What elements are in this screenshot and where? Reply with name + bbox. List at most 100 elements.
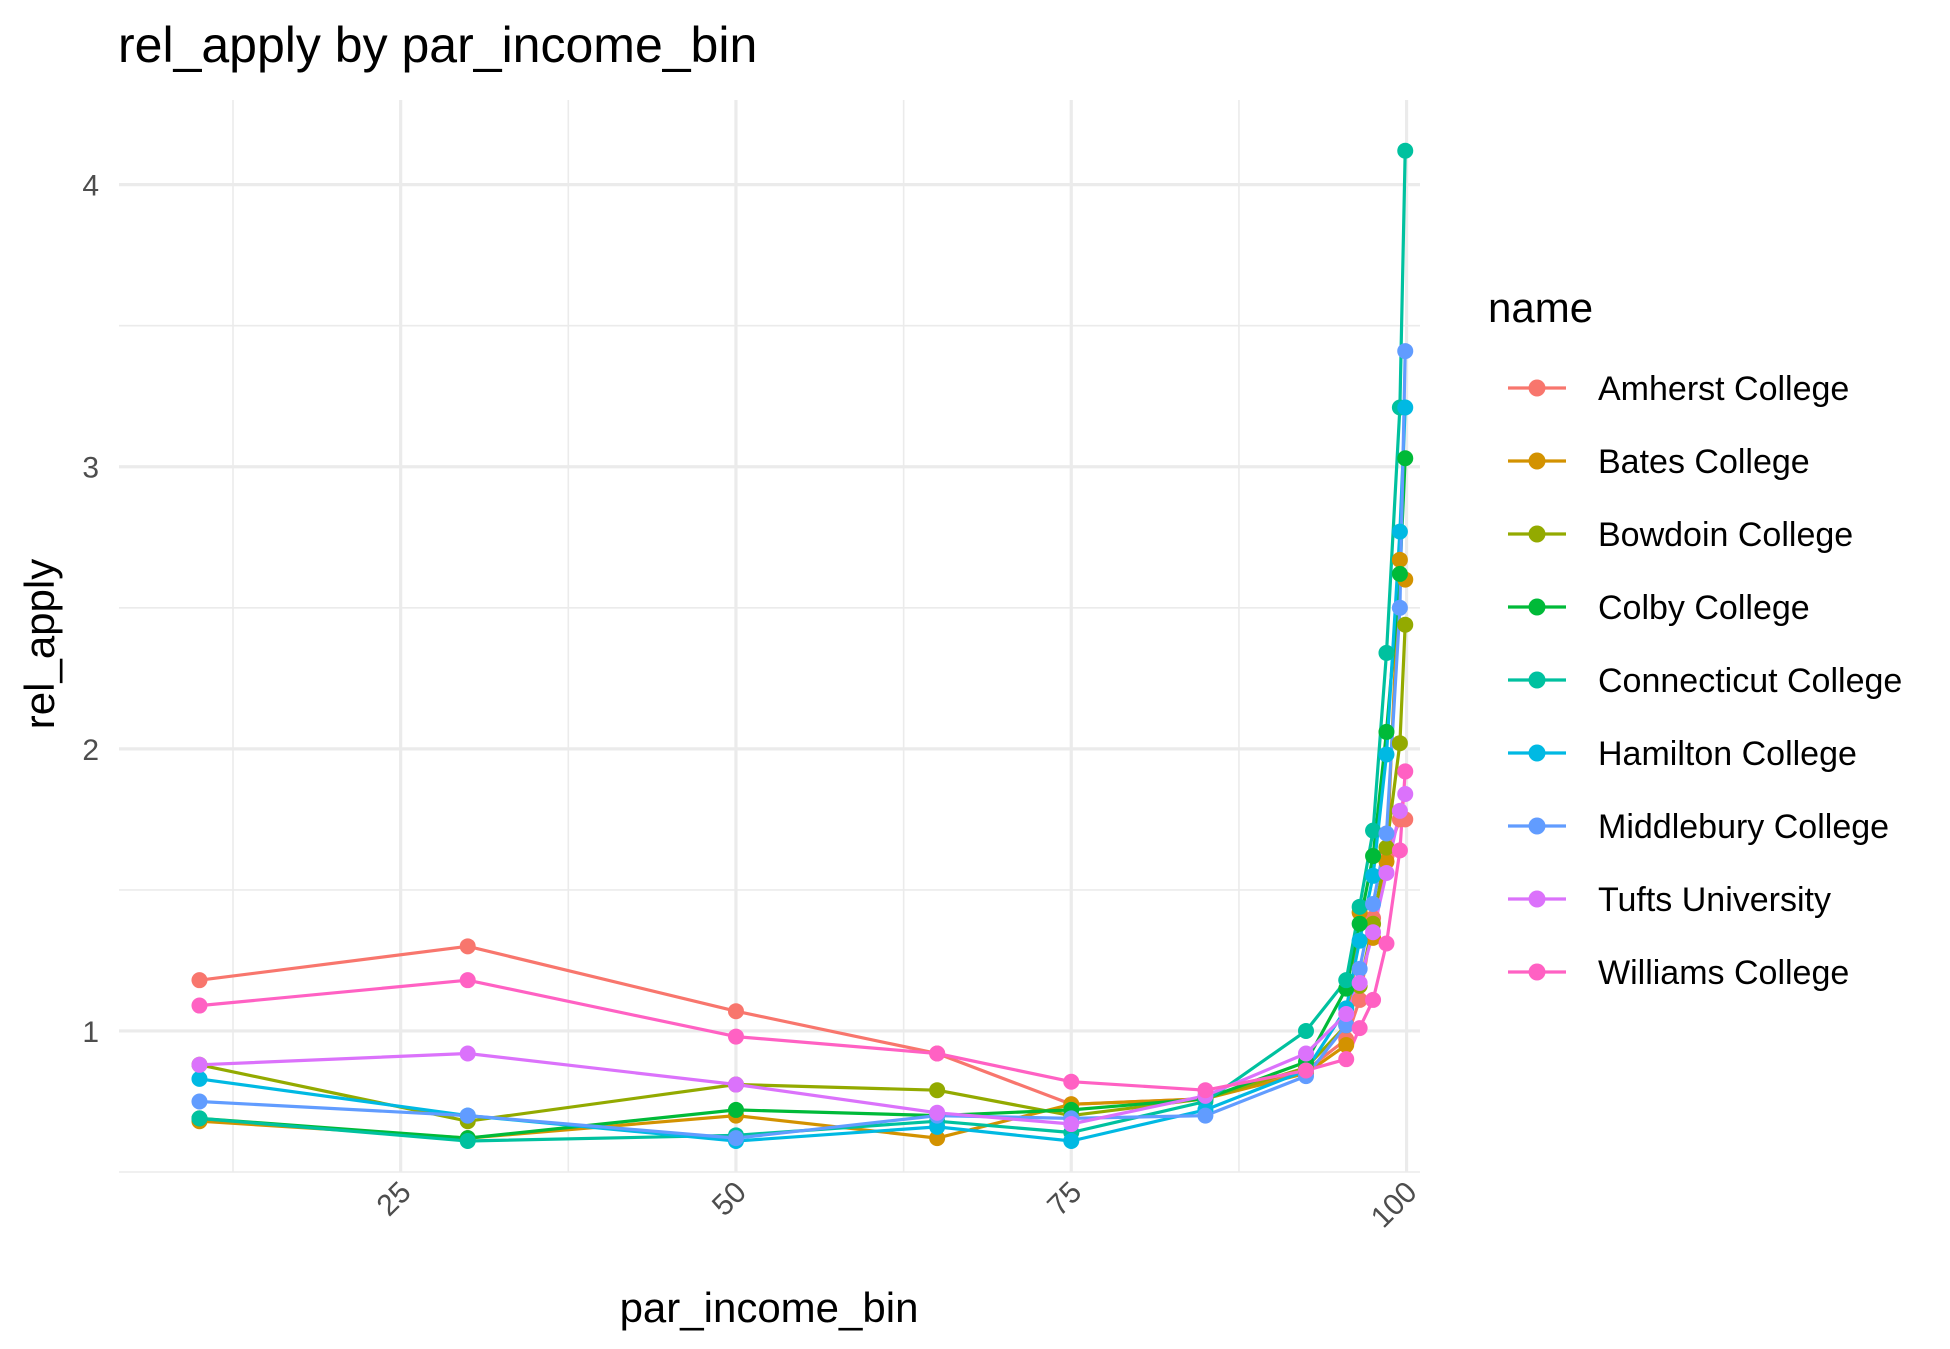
data-point-tufts-university [191, 1056, 208, 1073]
data-point-amherst-college [1351, 991, 1368, 1008]
data-point-williams-college [1297, 1062, 1314, 1079]
data-point-tufts-university [1351, 974, 1368, 991]
series-line-bowdoin-college [199, 624, 1407, 1123]
data-point-hamilton-college [1397, 399, 1414, 416]
data-point-williams-college [1197, 1082, 1214, 1099]
data-point-connecticut-college [191, 1110, 208, 1127]
legend-key-point [1528, 744, 1546, 762]
legend-label: Middlebury College [1598, 808, 1889, 846]
data-point-tufts-university [459, 1045, 476, 1062]
y-tick-label: 3 [82, 452, 99, 485]
legend-item-middlebury-college: Middlebury College [1508, 808, 1889, 846]
y-tick-label: 4 [82, 170, 99, 203]
data-point-middlebury-college [1365, 896, 1382, 912]
data-point-tufts-university [1063, 1116, 1080, 1133]
legend: Amherst College Bates College Bowdoin Coll… [1508, 370, 1902, 992]
x-axis-title: par_income_bin [620, 1284, 919, 1331]
data-point-williams-college [191, 997, 208, 1014]
data-point-bates-college [929, 1130, 946, 1147]
legend-key-point [1528, 598, 1546, 616]
data-point-colby-college [1378, 723, 1395, 740]
legend-item-williams-college: Williams College [1508, 954, 1849, 992]
data-point-bowdoin-college [1378, 839, 1395, 856]
data-point-middlebury-college [1351, 960, 1368, 977]
legend-item-amherst-college: Amherst College [1508, 370, 1849, 408]
data-point-middlebury-college [191, 1093, 208, 1110]
data-point-williams-college [929, 1045, 946, 1062]
x-tick-label: 25 [371, 1176, 418, 1223]
x-tick-label: 50 [706, 1176, 753, 1223]
series-line-connecticut-college [199, 150, 1407, 1143]
data-point-hamilton-college [191, 1070, 208, 1087]
data-point-amherst-college [459, 938, 476, 955]
series-points [191, 142, 1414, 1149]
legend-label: Amherst College [1598, 370, 1849, 408]
data-point-williams-college [1365, 991, 1382, 1008]
y-axis-ticks: 1 2 3 4 [82, 170, 99, 1049]
data-point-tufts-university [1391, 802, 1408, 819]
data-point-williams-college [727, 1028, 744, 1045]
data-point-connecticut-college [1397, 142, 1414, 159]
y-tick-label: 1 [82, 1016, 99, 1049]
data-point-williams-college [1063, 1073, 1080, 1090]
legend-title: name [1488, 284, 1593, 331]
data-point-bowdoin-college [1397, 616, 1414, 633]
data-point-tufts-university [1365, 924, 1382, 941]
data-point-tufts-university [1297, 1045, 1314, 1062]
data-point-hamilton-college [929, 1118, 946, 1135]
data-point-bowdoin-college [1391, 735, 1408, 752]
legend-item-bowdoin-college: Bowdoin College [1508, 516, 1853, 554]
y-tick-label: 2 [82, 734, 99, 767]
data-point-tufts-university [1397, 785, 1414, 802]
x-tick-label: 75 [1041, 1176, 1088, 1223]
series-line-colby-college [199, 458, 1407, 1140]
data-point-williams-college [1397, 763, 1414, 780]
data-point-amherst-college [191, 972, 208, 989]
data-point-tufts-university [1378, 864, 1395, 881]
data-point-connecticut-college [1297, 1022, 1314, 1039]
data-point-connecticut-college [459, 1132, 476, 1149]
data-point-williams-college [1378, 935, 1395, 952]
data-point-middlebury-college [1391, 599, 1408, 616]
x-tick-label: 100 [1365, 1176, 1424, 1235]
data-point-colby-college [1397, 450, 1414, 467]
y-axis-title: rel_apply [16, 559, 63, 729]
legend-key-point [1528, 452, 1546, 470]
legend-item-connecticut-college: Connecticut College [1508, 662, 1902, 700]
data-point-connecticut-college [1365, 822, 1382, 839]
data-point-colby-college [727, 1101, 744, 1118]
data-point-tufts-university [727, 1076, 744, 1093]
data-point-middlebury-college [1397, 343, 1414, 360]
data-point-hamilton-college [1063, 1132, 1080, 1149]
data-point-middlebury-college [459, 1107, 476, 1124]
data-point-middlebury-college [727, 1130, 744, 1147]
legend-label: Connecticut College [1598, 662, 1902, 700]
legend-key-point [1528, 890, 1546, 908]
legend-label: Williams College [1598, 954, 1849, 992]
legend-key-point [1528, 525, 1546, 543]
data-point-middlebury-college [1197, 1107, 1214, 1124]
data-point-bates-college [1338, 1037, 1355, 1054]
series-line-tufts-university [199, 793, 1407, 1126]
legend-item-hamilton-college: Hamilton College [1508, 735, 1857, 773]
legend-key-point [1528, 817, 1546, 835]
data-point-williams-college [1338, 1051, 1355, 1068]
data-point-hamilton-college [1391, 523, 1408, 540]
data-point-bates-college [1378, 853, 1395, 870]
x-axis-ticks: 25 50 75 100 [371, 1176, 1424, 1235]
legend-label: Colby College [1598, 589, 1810, 627]
data-point-connecticut-college [1351, 898, 1368, 915]
legend-key-point [1528, 379, 1546, 397]
data-point-hamilton-college [1378, 746, 1395, 763]
legend-label: Hamilton College [1598, 735, 1857, 773]
data-point-bowdoin-college [929, 1082, 946, 1099]
data-point-middlebury-college [1378, 825, 1395, 842]
data-point-williams-college [1351, 1020, 1368, 1037]
data-point-colby-college [1351, 915, 1368, 932]
series-line-amherst-college [199, 817, 1406, 1106]
data-point-williams-college [1391, 842, 1408, 859]
data-point-amherst-college [727, 1003, 744, 1020]
legend-label: Bates College [1598, 443, 1810, 481]
legend-label: Bowdoin College [1598, 516, 1853, 554]
